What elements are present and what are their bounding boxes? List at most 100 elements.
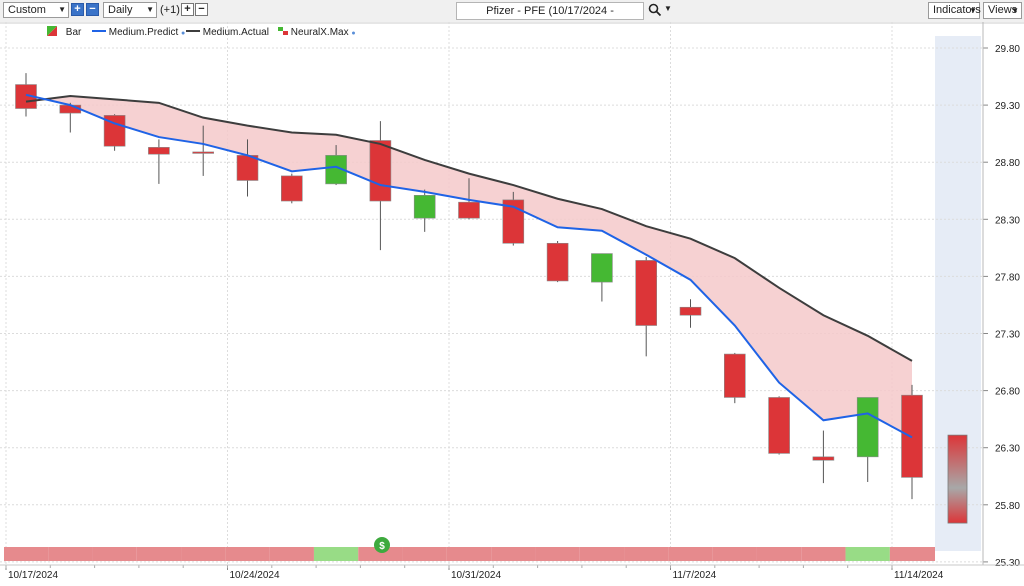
signal-cell [756, 547, 802, 561]
candle [768, 396, 790, 455]
y-tick-label: 26.30 [995, 444, 1020, 455]
range-select-value: Custom [8, 4, 46, 16]
signal-cell [668, 547, 713, 561]
y-tick-label: 26.80 [995, 387, 1020, 398]
bar-legend-icon [47, 26, 57, 36]
candle-body [280, 175, 303, 202]
x-tick-label: 10/24/2024 [230, 570, 280, 581]
neuralx-legend-icon [278, 27, 288, 35]
legend-label-bar: Bar [65, 27, 82, 38]
indicators-button[interactable]: Indicators ▼ [928, 2, 981, 19]
legend-label-neuralx: NeuralX.Max [290, 27, 349, 38]
signal-cell [313, 547, 359, 561]
zoom-in-button[interactable]: + [71, 3, 84, 16]
candle-body [148, 147, 170, 155]
chevron-down-icon: ▼ [146, 5, 154, 14]
chevron-down-icon: ▼ [58, 5, 66, 14]
x-tick-label: 11/7/2024 [673, 570, 717, 581]
signal-cell [491, 547, 536, 561]
actual-legend-swatch [186, 30, 200, 32]
candle [502, 191, 525, 246]
legend-item-predict[interactable]: Medium.Predict ● [92, 26, 185, 40]
settings-dot-icon[interactable]: ● [351, 30, 356, 37]
signal-cell [579, 547, 625, 561]
candle [192, 125, 214, 176]
signal-cell [358, 547, 403, 561]
indicators-label: Indicators [933, 4, 981, 16]
grid [0, 22, 983, 565]
dividend-icon[interactable] [374, 537, 390, 553]
y-tick-label: 28.80 [995, 158, 1020, 169]
x-tick-label: 11/14/2024 [894, 570, 944, 581]
candle-body [325, 155, 347, 185]
signal-cell [181, 547, 226, 561]
candle [723, 352, 746, 404]
candle [635, 256, 658, 357]
legend-item-neuralx[interactable]: NeuralX.Max ● [278, 26, 356, 40]
signal-cell [225, 547, 270, 561]
candle [546, 240, 569, 283]
candle [812, 430, 835, 484]
toolbar: Custom ▼ + − Daily ▼ (+1) + − Pfizer - P… [0, 0, 1024, 33]
offset-label: (+1) [160, 4, 180, 16]
price-chart[interactable]: $ 29.80 29.30 28.80 28.30 27.80 27.30 26.80 26.… [0, 22, 1024, 586]
dividend-marker[interactable]: $ [374, 537, 390, 553]
legend-item-bar[interactable]: Bar [47, 26, 81, 39]
increment-button[interactable]: + [181, 3, 194, 16]
views-button[interactable]: Views ▼ [983, 2, 1022, 19]
candle-body [369, 140, 392, 202]
predict-legend-swatch [92, 30, 106, 32]
candle-body [236, 155, 259, 181]
candle [148, 139, 170, 184]
search-dropdown-icon[interactable]: ▼ [664, 4, 672, 13]
candle [901, 384, 923, 500]
candle [591, 253, 613, 302]
signal-cell [535, 547, 580, 561]
legend-label-predict: Medium.Predict [108, 27, 179, 38]
candle-body [901, 394, 923, 478]
chart-top-edge [0, 22, 1024, 24]
search-icon[interactable] [648, 3, 662, 20]
candle-body [768, 397, 790, 454]
signal-cell [889, 547, 935, 561]
y-tick-label: 29.80 [995, 44, 1020, 55]
signal-cell [136, 547, 182, 561]
signal-cell [845, 547, 890, 561]
chevron-down-icon: ▼ [969, 6, 977, 15]
signal-cell [48, 547, 93, 561]
legend-label-actual: Medium.Actual [202, 27, 269, 38]
candle-body [679, 306, 702, 316]
candles [15, 73, 923, 500]
symbol-title-box[interactable]: Pfizer - PFE (10/17/2024 - 11/15/2024) [456, 2, 644, 33]
candle [679, 299, 702, 328]
period-select[interactable]: Daily ▼ [103, 2, 157, 18]
y-tick-label: 28.30 [995, 215, 1020, 226]
settings-dot-icon[interactable]: ● [181, 30, 186, 37]
signal-strip [4, 547, 935, 561]
decrement-button[interactable]: − [195, 3, 208, 16]
signal-cell [92, 547, 137, 561]
predict-actual-band [26, 94, 912, 438]
legend-item-actual[interactable]: Medium.Actual [186, 26, 269, 39]
y-axis: 29.80 29.30 28.80 28.30 27.80 27.30 26.80 26.30… [982, 22, 1020, 569]
candle [280, 173, 303, 204]
forecast-bar [947, 434, 968, 524]
series-line-medium-predict [25, 93, 913, 439]
period-select-value: Daily [108, 4, 133, 16]
candle [103, 114, 126, 151]
signal-cell [624, 547, 669, 561]
candle-body [103, 115, 126, 147]
candle-body [723, 353, 746, 398]
signal-cell [4, 547, 49, 561]
y-tick-label: 25.80 [995, 501, 1020, 512]
y-tick-label: 29.30 [995, 101, 1020, 112]
views-label: Views [988, 4, 1018, 16]
range-select[interactable]: Custom ▼ [3, 2, 69, 18]
signal-cell [801, 547, 846, 561]
candle [413, 189, 436, 232]
x-tick-label: 10/31/2024 [451, 570, 501, 581]
zoom-out-button[interactable]: − [86, 3, 99, 16]
y-tick-label: 27.80 [995, 272, 1020, 283]
candle-body [546, 242, 569, 282]
candle-body [856, 397, 879, 458]
